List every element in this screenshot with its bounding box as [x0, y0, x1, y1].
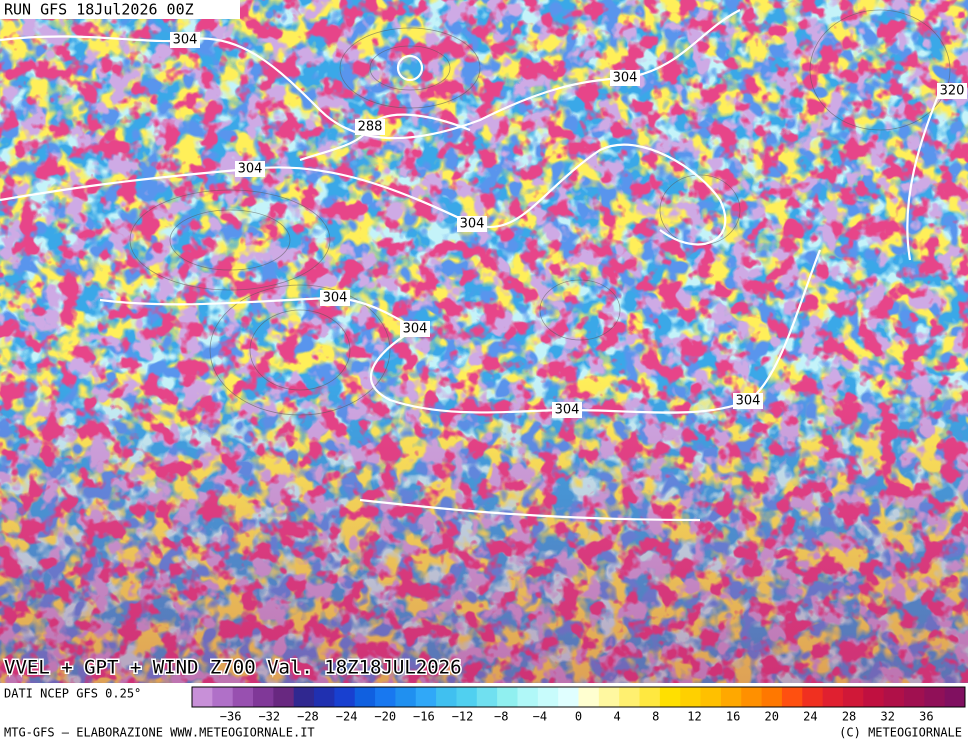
colorbar-swatch: [863, 687, 885, 707]
contour-label: 304: [555, 403, 580, 418]
colorbar-swatch: [680, 687, 702, 707]
contour-label: 304: [323, 291, 348, 306]
contour-label-box: [552, 402, 582, 418]
contour-label-box: [733, 393, 763, 409]
contour-label: 304: [736, 394, 761, 409]
colorbar-swatch: [558, 687, 579, 707]
colorbar-swatch: [415, 687, 437, 707]
colorbar-swatch: [944, 687, 966, 707]
colorbar-tick-label: 32: [880, 710, 894, 724]
contour-label: 304: [173, 33, 198, 48]
colorbar-swatch: [578, 687, 600, 707]
colorbar-swatch: [761, 687, 783, 707]
weather-map: 304 304 288 304 304 304 304 304 304 320 …: [0, 0, 968, 683]
colorbar-swatch: [273, 687, 295, 707]
colorbar-tick-label: −32: [258, 710, 280, 724]
contour-label-box: [457, 216, 487, 232]
contour-label-box: [400, 321, 430, 337]
contour-label-box: [235, 161, 265, 177]
colorbar-swatch: [700, 687, 722, 707]
colorbar-swatch: [375, 687, 396, 707]
colorbar-swatch: [436, 687, 457, 707]
colorbar-swatch: [192, 687, 213, 707]
colorbar-swatch: [212, 687, 234, 707]
colorbar-swatch: [781, 687, 803, 707]
contour-label: 304: [460, 217, 485, 232]
contour-label: 288: [358, 120, 383, 135]
colorbar-swatch: [395, 687, 417, 707]
colorbar-swatch: [802, 687, 824, 707]
legend: DATI NCEP GFS 0.25° −36 −32 −28 −24 −20 −16 −1…: [4, 686, 966, 740]
colorbar-tick-label: 12: [687, 710, 701, 724]
colorbar-tick-label: −8: [494, 710, 508, 724]
streamlines: [129, 9, 951, 416]
contour-labels: 304 304 288 304 304 304 304 304 304 320: [170, 32, 967, 418]
colorbar-tick-label: 0: [575, 710, 582, 724]
colorbar-swatch: [924, 687, 946, 707]
colorbar-tick-label: −24: [336, 710, 358, 724]
contour-label: 304: [238, 162, 263, 177]
contour-label-box: [320, 290, 350, 306]
colorbar-swatch: [354, 687, 376, 707]
colorbar-swatch: [293, 687, 315, 707]
colorbar-tick-label: −12: [452, 710, 474, 724]
contour-label-box: [170, 32, 200, 48]
colorbar-swatch: [232, 687, 254, 707]
colorbar-tick-label: 20: [765, 710, 779, 724]
source-label: DATI NCEP GFS 0.25°: [4, 687, 141, 701]
contour-label: 320: [940, 84, 965, 99]
contour-label-box: [355, 119, 385, 135]
contour-label-box: [610, 70, 640, 86]
colorbar-tick-label: 24: [803, 710, 817, 724]
colorbar-swatch: [334, 687, 356, 707]
run-box: [0, 0, 240, 19]
colorbar-swatch: [517, 687, 539, 707]
colorbar-swatch: [639, 687, 661, 707]
colorbar-swatch: [537, 687, 559, 707]
colorbar-tick-label: −20: [374, 710, 396, 724]
footer-right: (C) METEOGIORNALE: [839, 726, 962, 740]
colorbar-swatch: [476, 687, 498, 707]
map-title: VVEL + GPT + WIND Z700 Val. 18Z18JUL2026: [4, 657, 462, 679]
colorbar-tick-label: 28: [842, 710, 856, 724]
contour-label: 304: [613, 71, 638, 86]
contour-label-box: [937, 83, 967, 99]
colorbar-tick-label: −4: [533, 710, 547, 724]
colorbar-tick-label: −16: [413, 710, 435, 724]
colorbar: [191, 686, 966, 708]
colorbar-swatch: [903, 687, 925, 707]
colorbar-swatch: [659, 687, 681, 707]
colorbar-swatch: [720, 687, 742, 707]
colorbar-frame: [191, 686, 966, 708]
colorbar-swatch: [842, 687, 864, 707]
footer-left: MTG-GFS – ELABORAZIONE WWW.METEOGIORNALE…: [4, 726, 315, 740]
colorbar-tick-label: 8: [652, 710, 659, 724]
colorbar-swatch: [314, 687, 335, 707]
colorbar-swatch: [741, 687, 763, 707]
colorbar-tick-label: 36: [919, 710, 933, 724]
colorbar-swatch: [456, 687, 478, 707]
colorbar-tick-label: −28: [297, 710, 319, 724]
colorbar-swatch: [598, 687, 620, 707]
map-shade: [0, 0, 968, 683]
colorbar-tick-label: 16: [726, 710, 740, 724]
colorbar-swatch: [883, 687, 905, 707]
colorbar-ticks: −36 −32 −28 −24 −20 −16 −12 −8 −4 0 4 8 12 16 20 24 28 32…: [220, 710, 934, 724]
colorbar-swatch: [619, 687, 641, 707]
run-label: RUN GFS 18Jul2026 00Z: [4, 1, 194, 19]
colorbar-tick-label: 4: [614, 710, 621, 724]
contour-label: 304: [403, 322, 428, 337]
colorbar-swatch: [497, 687, 518, 707]
colorbar-swatch: [822, 687, 844, 707]
colorbar-swatch: [253, 687, 274, 707]
colorbar-tick-label: −36: [220, 710, 242, 724]
